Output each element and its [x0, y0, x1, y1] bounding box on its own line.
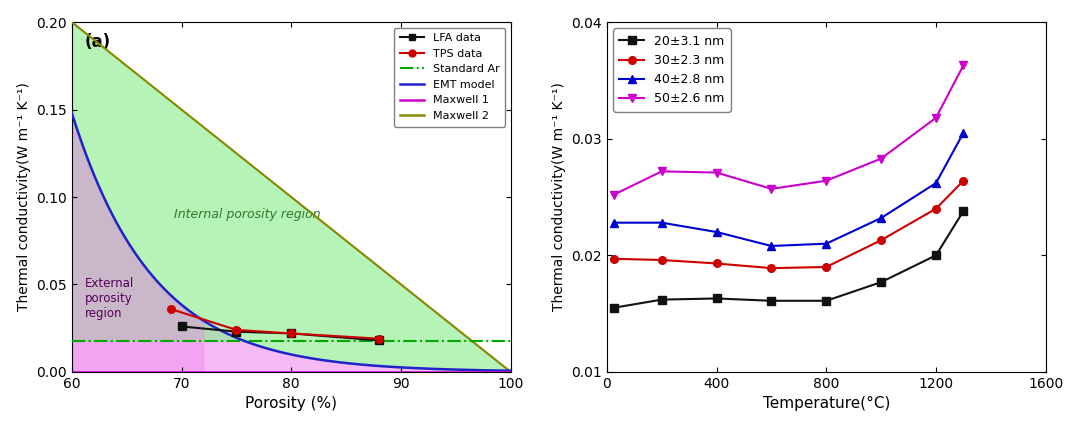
50±2.6 nm: [957, 63, 970, 68]
Text: Internal porosity region: Internal porosity region: [174, 208, 321, 221]
20±3.1 nm: [607, 305, 620, 310]
20±3.1 nm: [656, 297, 669, 302]
20±3.1 nm: [957, 208, 970, 214]
20±3.1 nm: [765, 298, 778, 303]
40±2.8 nm: [930, 181, 943, 186]
40±2.8 nm: [820, 241, 833, 246]
30±2.3 nm: [875, 238, 888, 243]
30±2.3 nm: [765, 266, 778, 271]
Line: 30±2.3 nm: 30±2.3 nm: [610, 177, 968, 272]
30±2.3 nm: [710, 261, 723, 266]
20±3.1 nm: [875, 279, 888, 285]
50±2.6 nm: [820, 178, 833, 183]
50±2.6 nm: [710, 170, 723, 175]
30±2.3 nm: [930, 206, 943, 211]
40±2.8 nm: [765, 244, 778, 249]
Line: 50±2.6 nm: 50±2.6 nm: [610, 62, 968, 199]
50±2.6 nm: [930, 115, 943, 120]
Line: 40±2.8 nm: 40±2.8 nm: [610, 129, 968, 250]
Text: (b): (b): [620, 33, 647, 51]
40±2.8 nm: [607, 220, 620, 225]
Line: 20±3.1 nm: 20±3.1 nm: [610, 207, 968, 312]
Legend: 20±3.1 nm, 30±2.3 nm, 40±2.8 nm, 50±2.6 nm: 20±3.1 nm, 30±2.3 nm, 40±2.8 nm, 50±2.6 …: [613, 28, 731, 112]
50±2.6 nm: [765, 186, 778, 191]
30±2.3 nm: [820, 265, 833, 270]
50±2.6 nm: [607, 192, 620, 197]
30±2.3 nm: [656, 257, 669, 262]
X-axis label: Temperature(°C): Temperature(°C): [762, 396, 890, 411]
Legend: LFA data, TPS data, Standard Ar, EMT model, Maxwell 1, Maxwell 2: LFA data, TPS data, Standard Ar, EMT mod…: [394, 28, 505, 127]
30±2.3 nm: [607, 256, 620, 262]
40±2.8 nm: [875, 215, 888, 220]
20±3.1 nm: [820, 298, 833, 303]
50±2.6 nm: [656, 169, 669, 174]
40±2.8 nm: [710, 229, 723, 235]
20±3.1 nm: [710, 296, 723, 301]
30±2.3 nm: [957, 178, 970, 183]
50±2.6 nm: [875, 156, 888, 161]
X-axis label: Porosity (%): Porosity (%): [245, 396, 337, 411]
40±2.8 nm: [957, 131, 970, 136]
20±3.1 nm: [930, 253, 943, 258]
Y-axis label: Thermal conductivity(W m⁻¹ K⁻¹): Thermal conductivity(W m⁻¹ K⁻¹): [16, 83, 30, 312]
Text: (a): (a): [85, 33, 111, 51]
Y-axis label: Thermal conductivity(W m⁻¹ K⁻¹): Thermal conductivity(W m⁻¹ K⁻¹): [552, 83, 566, 312]
Text: External
porosity
region: External porosity region: [85, 277, 134, 320]
40±2.8 nm: [656, 220, 669, 225]
